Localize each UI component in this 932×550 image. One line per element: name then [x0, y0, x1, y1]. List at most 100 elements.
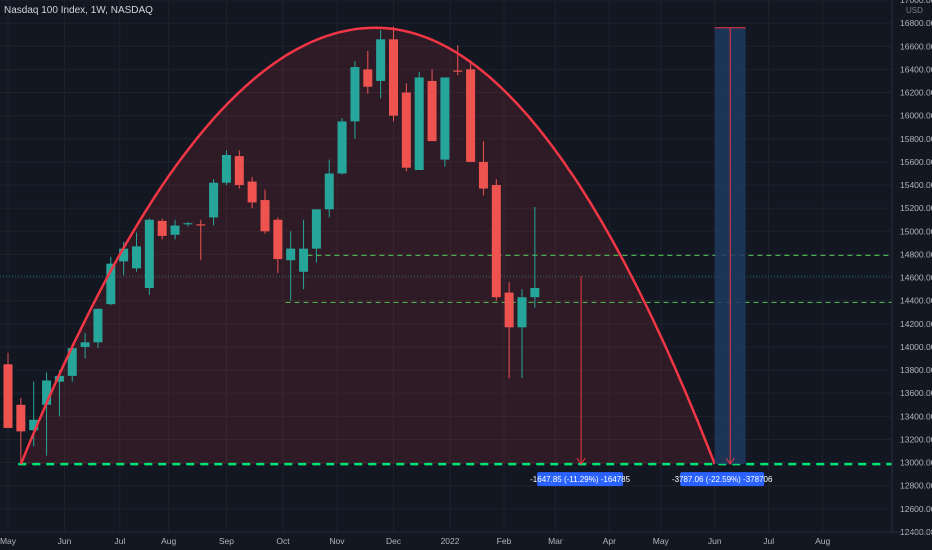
candle[interactable]: [363, 50, 373, 94]
y-tick-label: 14600.00: [900, 273, 932, 283]
candle[interactable]: [273, 217, 283, 273]
candle[interactable]: [491, 179, 501, 301]
projection-label: -1647.85 (-11.29%) -164785: [530, 475, 630, 484]
candle-body: [324, 173, 334, 210]
candle[interactable]: [504, 282, 514, 379]
candle[interactable]: [427, 69, 437, 142]
candle[interactable]: [453, 45, 463, 76]
candle[interactable]: [466, 60, 476, 162]
candle[interactable]: [42, 372, 52, 456]
candle[interactable]: [247, 176, 257, 209]
y-tick-label: 14800.00: [900, 249, 932, 259]
candle[interactable]: [350, 61, 360, 139]
projections[interactable]: -1647.85 (-11.29%) -164785 -3787.06 (-22.…: [530, 27, 773, 487]
price-axis[interactable]: 12400.0012600.0012800.0013000.0013200.00…: [891, 0, 932, 550]
x-tick-label: Dec: [386, 536, 402, 546]
candle-body: [504, 292, 514, 328]
candle[interactable]: [144, 218, 154, 295]
candle-body: [16, 404, 26, 432]
candle[interactable]: [67, 344, 77, 382]
candle[interactable]: [3, 352, 13, 428]
candle[interactable]: [389, 26, 398, 122]
x-tick-label: Apr: [603, 536, 616, 546]
candle[interactable]: [414, 71, 424, 171]
candle[interactable]: [157, 218, 167, 240]
candle-body: [414, 77, 424, 171]
candle[interactable]: [196, 219, 206, 261]
y-tick-label: 14400.00: [900, 296, 932, 306]
candle[interactable]: [440, 77, 450, 167]
candle-body: [286, 248, 296, 261]
candle[interactable]: [183, 222, 193, 227]
candle[interactable]: [132, 232, 141, 272]
x-tick-label: May: [0, 536, 17, 546]
candle-body: [350, 67, 360, 122]
projection-label-box: [537, 472, 624, 487]
candle[interactable]: [54, 370, 64, 417]
y-tick-label: 13800.00: [900, 365, 932, 375]
candle-body: [234, 156, 244, 186]
candle[interactable]: [517, 289, 527, 379]
candle-body: [144, 219, 154, 288]
candle-body: [440, 77, 450, 160]
candle[interactable]: [221, 150, 231, 186]
candle[interactable]: [16, 397, 26, 463]
candle[interactable]: [234, 150, 244, 189]
candle[interactable]: [478, 141, 488, 196]
candle-body: [221, 154, 231, 183]
candle[interactable]: [337, 117, 347, 175]
candle-body: [427, 80, 437, 142]
arc-curve[interactable]: [19, 26, 716, 465]
candle-body: [157, 220, 167, 236]
y-tick-label: 13400.00: [900, 411, 932, 421]
candle[interactable]: [376, 30, 386, 99]
x-tick-label: Jun: [58, 536, 72, 546]
candle-body: [196, 224, 206, 226]
arc-fill-shape: [20, 27, 715, 465]
candle[interactable]: [299, 219, 309, 290]
candle-body: [466, 69, 476, 162]
y-tick-label: 14000.00: [900, 342, 932, 352]
time-axis[interactable]: May Jun Jul Aug Sep Oct Nov Dec 2022 Feb Mar Apr May…: [0, 531, 932, 546]
candles[interactable]: [3, 26, 540, 463]
candle-body: [517, 297, 527, 328]
x-tick-label: 2022: [441, 536, 460, 546]
y-tick-label: 15400.00: [900, 180, 932, 190]
arc-fill-area: [20, 27, 715, 465]
candle-body: [337, 121, 347, 174]
x-tick-label: Aug: [815, 536, 830, 546]
candle[interactable]: [324, 159, 334, 218]
candle[interactable]: [93, 308, 103, 349]
price-axis-panel: [892, 0, 932, 550]
candle-body: [132, 246, 141, 269]
candle-body: [106, 263, 116, 305]
candle[interactable]: [106, 256, 116, 306]
candle[interactable]: [260, 189, 270, 234]
candle[interactable]: [286, 231, 296, 301]
candle-body: [54, 375, 64, 382]
candle-body: [299, 248, 309, 272]
candle[interactable]: [170, 219, 180, 240]
candle[interactable]: [209, 179, 219, 226]
y-tick-label: 12600.00: [900, 504, 932, 514]
candle-body: [183, 223, 193, 225]
candle-body: [311, 209, 321, 249]
candle-body: [453, 70, 463, 72]
candle[interactable]: [530, 207, 540, 308]
candle[interactable]: [311, 209, 321, 263]
candle-body: [376, 39, 386, 81]
candle-body: [247, 181, 257, 203]
candle[interactable]: [80, 333, 90, 359]
candle-body: [260, 200, 270, 232]
x-tick-label: Jun: [708, 536, 722, 546]
candle-body: [80, 342, 90, 347]
projection-label-box: [680, 472, 765, 487]
y-tick-label: 16000.00: [900, 111, 932, 121]
chart-title: Nasdaq 100 Index, 1W, NASDAQ: [4, 5, 153, 16]
y-tick-label: 15000.00: [900, 226, 932, 236]
parabolic-arc[interactable]: [19, 26, 716, 465]
projection-arrow-head: [725, 457, 735, 465]
x-tick-label: Mar: [548, 536, 563, 546]
candle[interactable]: [401, 83, 411, 172]
